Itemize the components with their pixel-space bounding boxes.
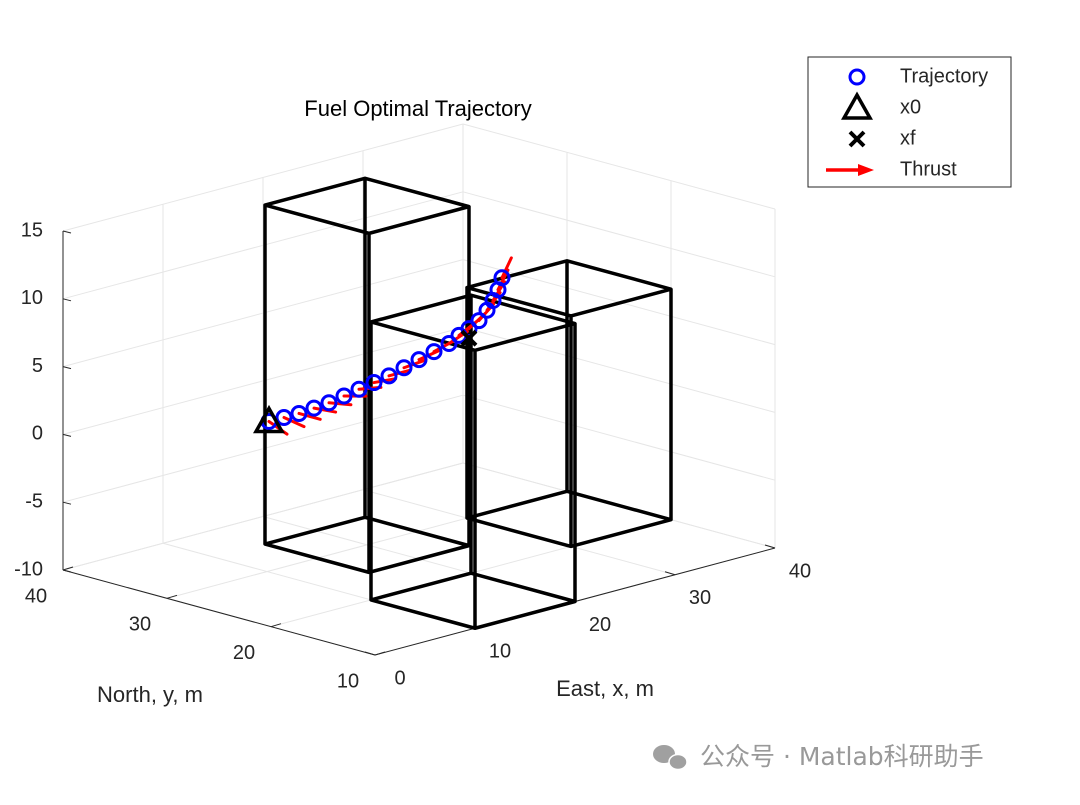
y-tick-label: 10 <box>337 670 359 692</box>
x-tick-label: 0 <box>394 667 405 689</box>
watermark: 公众号 · Matlab科研助手 <box>700 742 984 771</box>
y-tick-label: 20 <box>233 642 255 664</box>
x-tick-label: 30 <box>689 587 711 609</box>
y-tick-label: 40 <box>25 585 47 607</box>
z-tick-label: 15 <box>21 219 43 241</box>
legend: Trajectory x0 xf Thrust <box>808 57 1011 187</box>
legend-label: Thrust <box>900 158 957 180</box>
z-tick-label: 10 <box>21 287 43 309</box>
chart-title: Fuel Optimal Trajectory <box>304 96 531 121</box>
legend-label: Trajectory <box>900 65 988 87</box>
x-tick-label: 40 <box>789 560 811 582</box>
z-tick-label: 5 <box>32 355 43 377</box>
z-tick-label: -10 <box>14 558 43 580</box>
x-axis-label: East, x, m <box>556 676 654 701</box>
z-tick-label: 0 <box>32 423 43 445</box>
legend-label: xf <box>900 127 916 149</box>
y-axis-label: North, y, m <box>97 682 203 707</box>
x-tick-label: 10 <box>489 641 511 663</box>
legend-label: x0 <box>900 96 921 118</box>
z-tick-label: -5 <box>25 490 43 512</box>
y-tick-label: 30 <box>129 614 151 636</box>
x-tick-label: 20 <box>589 614 611 636</box>
